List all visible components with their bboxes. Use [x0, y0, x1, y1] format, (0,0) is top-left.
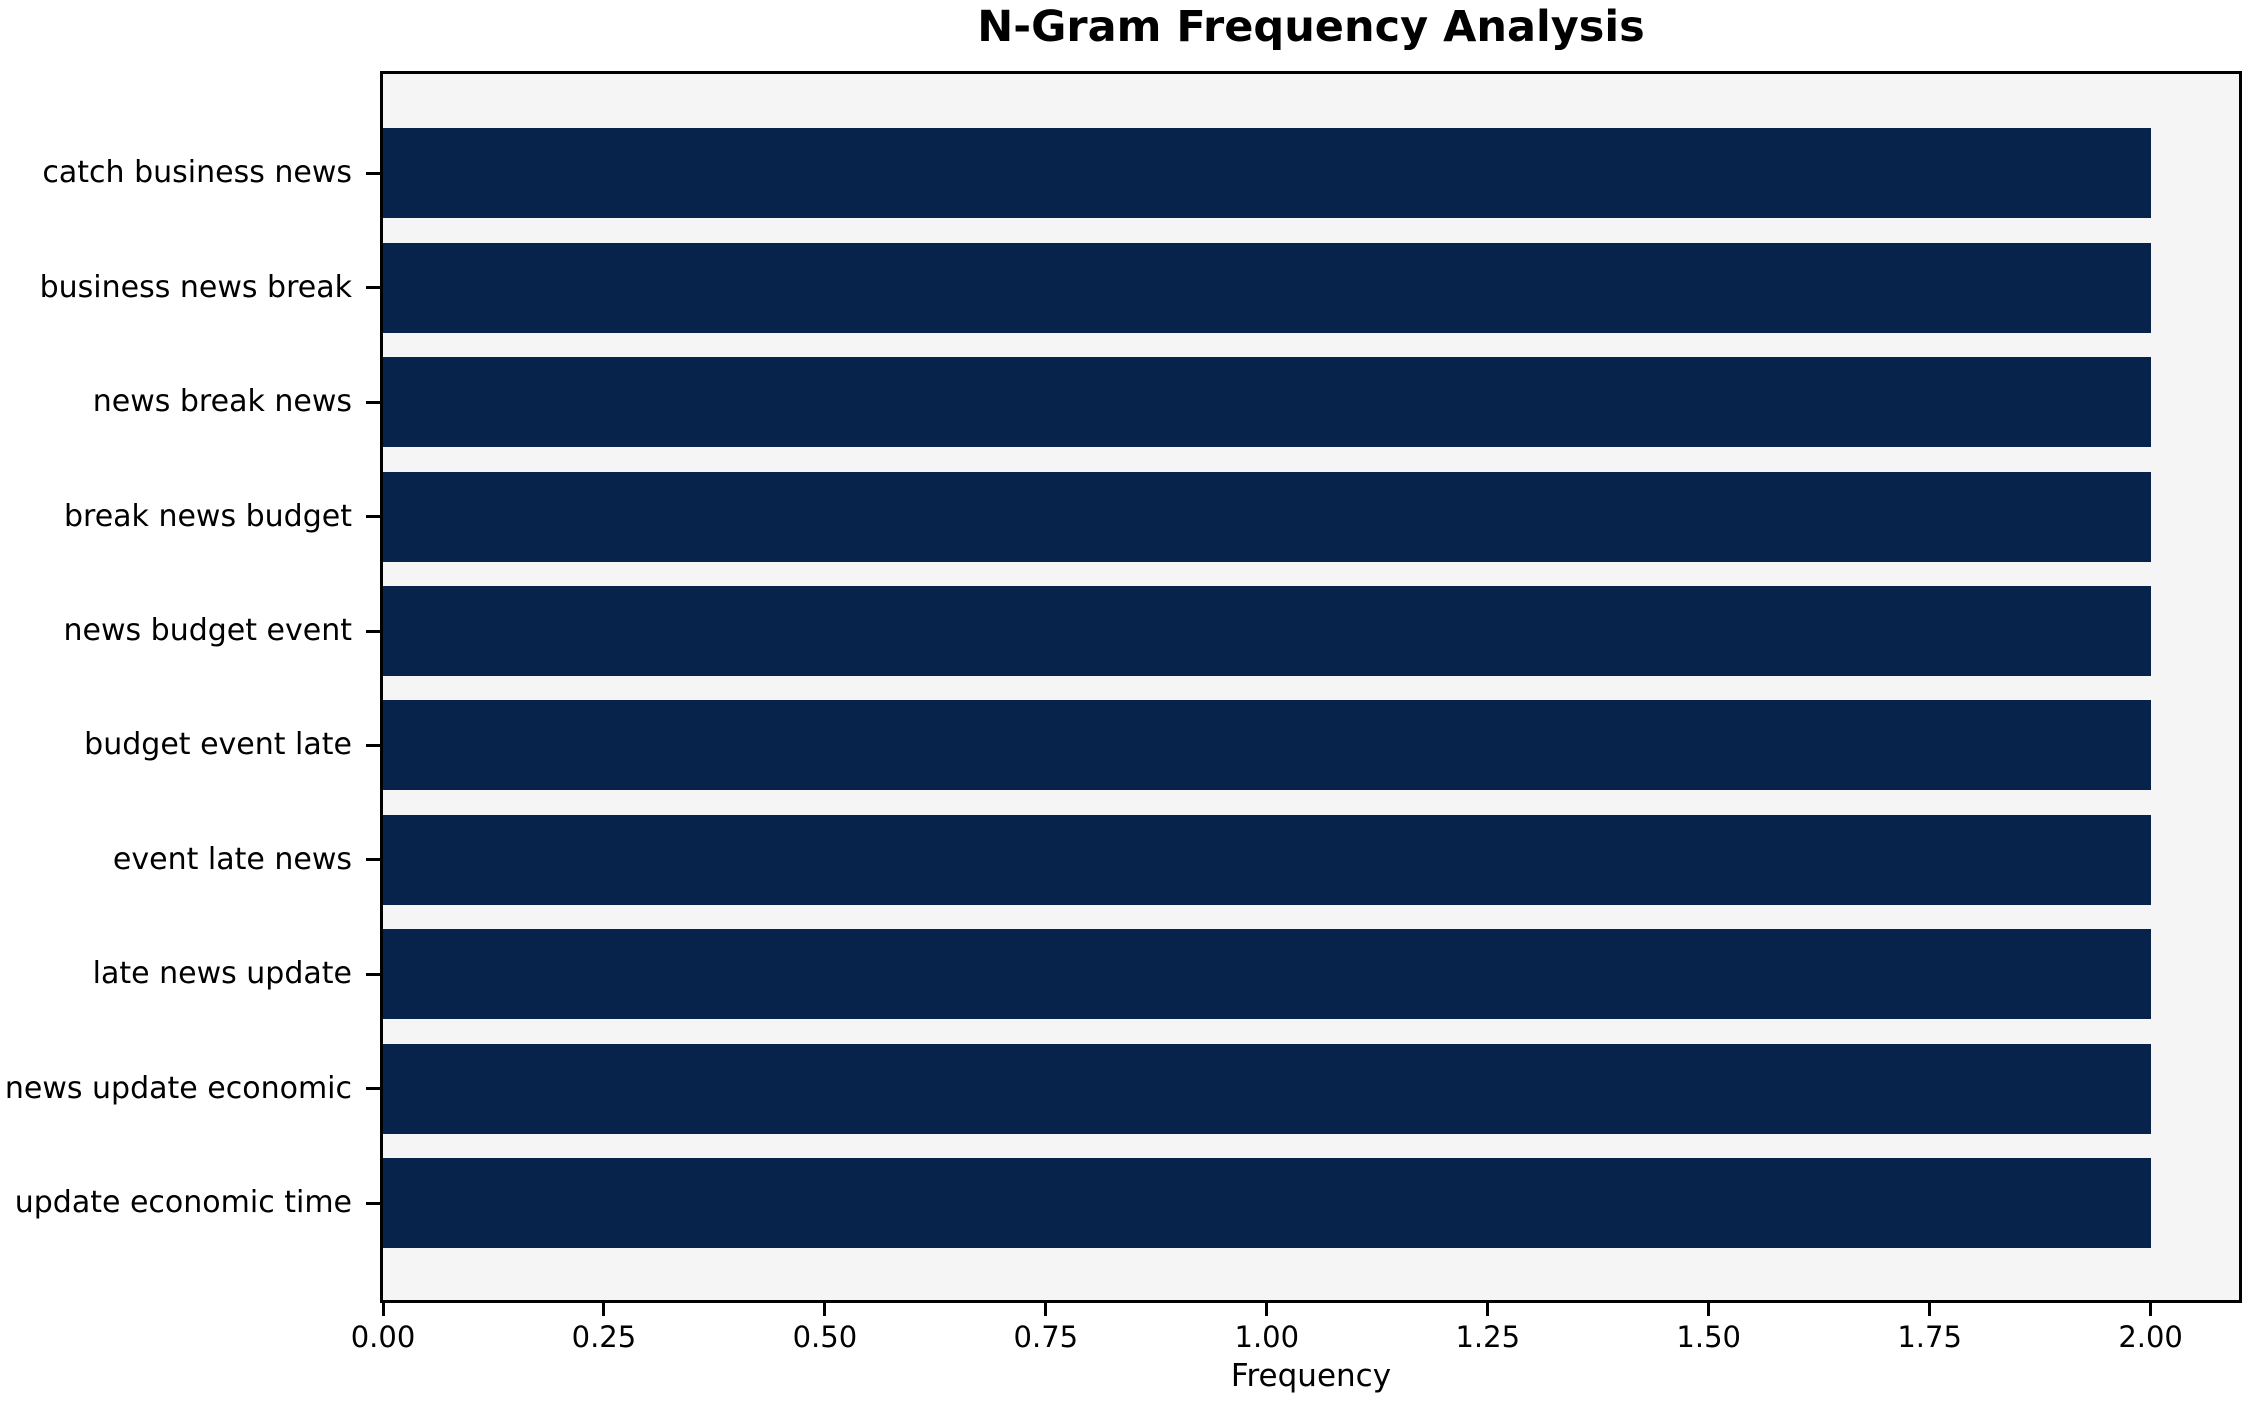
- chart-title: N-Gram Frequency Analysis: [977, 2, 1645, 52]
- bar: [383, 1158, 2151, 1248]
- y-tick-label: business news break: [39, 269, 352, 305]
- x-tick-label: 0.00: [350, 1320, 416, 1354]
- y-tick-label: break news budget: [63, 498, 352, 534]
- x-tick-mark: [381, 1303, 385, 1316]
- bar: [383, 586, 2151, 676]
- x-tick-mark: [1044, 1303, 1048, 1316]
- bar: [383, 814, 2151, 905]
- plot-area: [380, 71, 2242, 1303]
- y-tick-label: update economic time: [14, 1185, 352, 1220]
- x-tick-label: 1.50: [1676, 1320, 1741, 1354]
- bar: [383, 242, 2151, 333]
- bar: [383, 1043, 2151, 1134]
- y-tick-mark: [366, 1201, 380, 1205]
- y-tick-label: news break news: [92, 384, 352, 420]
- x-tick-label: 1.00: [1234, 1320, 1300, 1354]
- y-tick-mark: [366, 286, 380, 290]
- x-tick-mark: [602, 1303, 606, 1316]
- y-tick-mark: [366, 743, 380, 747]
- y-tick-label: budget event late: [84, 727, 352, 763]
- y-tick-mark: [366, 629, 380, 633]
- x-tick-label: 0.75: [1013, 1320, 1079, 1354]
- y-tick-mark: [366, 972, 380, 976]
- x-tick-label: 0.25: [571, 1320, 637, 1354]
- x-tick-mark: [2149, 1303, 2153, 1316]
- bar: [383, 128, 2151, 219]
- x-axis-title: Frequency: [1230, 1358, 1392, 1394]
- y-tick-label: news update economic: [4, 1070, 352, 1106]
- y-tick-label: late news update: [92, 956, 352, 992]
- y-tick-label: news budget event: [63, 613, 352, 648]
- x-tick-label: 2.00: [2118, 1320, 2183, 1354]
- y-tick-mark: [366, 171, 380, 175]
- x-tick-label: 1.25: [1455, 1320, 1521, 1354]
- y-tick-mark: [366, 400, 380, 404]
- x-tick-mark: [1707, 1303, 1711, 1316]
- y-tick-label: catch business news: [42, 155, 352, 191]
- bar: [383, 471, 2151, 562]
- bar: [383, 700, 2151, 791]
- bar: [383, 357, 2151, 448]
- x-tick-label: 1.75: [1897, 1320, 1962, 1354]
- x-tick-mark: [1928, 1303, 1932, 1316]
- x-tick-mark: [1265, 1303, 1269, 1316]
- bar: [383, 929, 2151, 1020]
- y-tick-label: event late news: [112, 841, 352, 877]
- x-tick-mark: [823, 1303, 827, 1316]
- y-tick-mark: [366, 515, 380, 519]
- y-tick-mark: [366, 858, 380, 862]
- y-tick-mark: [366, 1087, 380, 1091]
- x-tick-label: 0.50: [792, 1320, 858, 1354]
- x-tick-mark: [1486, 1303, 1490, 1316]
